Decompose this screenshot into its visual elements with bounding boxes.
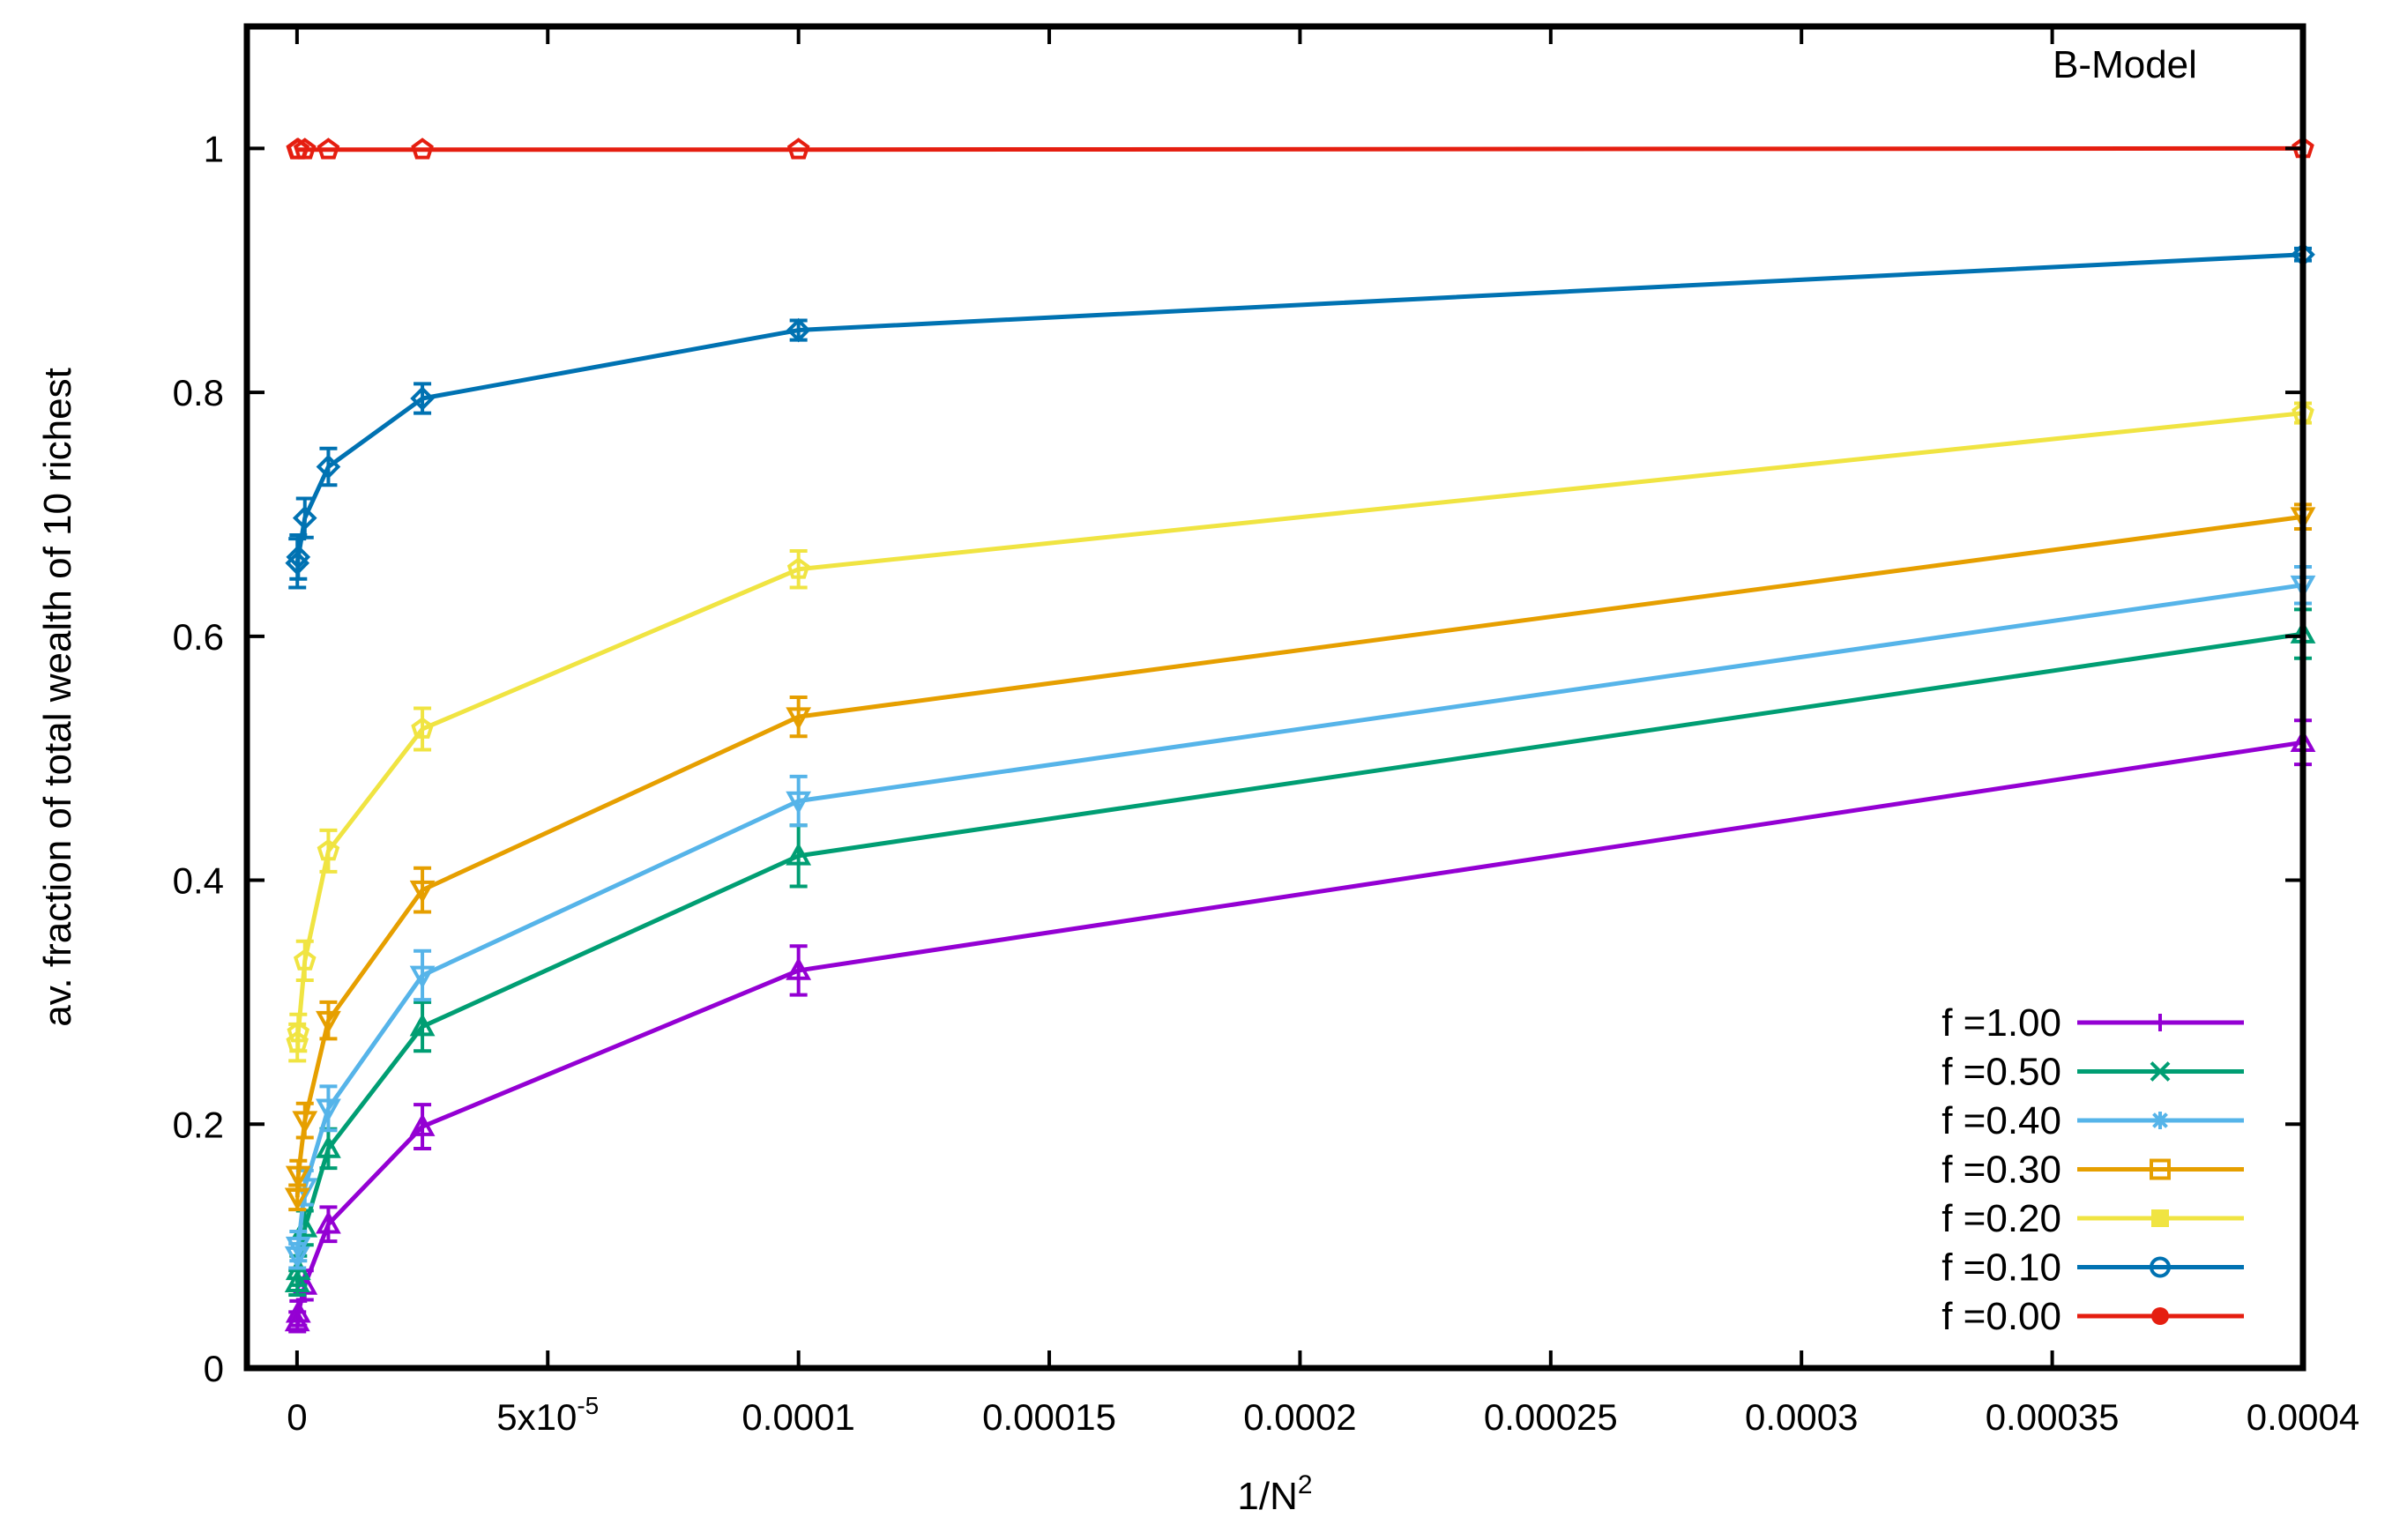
x-tick-label: 0.00025: [1484, 1396, 1618, 1438]
x-tick-label-text: 0.0002: [1243, 1396, 1356, 1438]
data-point: [287, 1021, 310, 1043]
x-axis-label-base: 1/N: [1237, 1475, 1297, 1518]
data-point: [316, 1135, 341, 1158]
x-tick-label: 0.00035: [1986, 1396, 2120, 1438]
chart-title: B-Model: [2053, 43, 2197, 86]
data-point: [786, 956, 812, 980]
x-tick-label-text: 0.0004: [2247, 1396, 2359, 1438]
data-point: [285, 1165, 311, 1189]
x-tick-label-text: 0.00025: [1484, 1396, 1618, 1438]
x-axis-label-sup: 2: [1298, 1470, 1313, 1499]
data-point: [786, 707, 812, 731]
data-point: [317, 838, 340, 861]
series-group: [284, 502, 2316, 1212]
data-point: [786, 791, 812, 815]
plot-area: [284, 136, 2316, 1334]
data-point: [292, 505, 317, 531]
y-tick-label: 1: [204, 128, 224, 169]
x-tick-label-sup: -5: [577, 1392, 599, 1419]
y-axis-label: av. fraction of total wealth of 10 riche…: [36, 368, 79, 1027]
legend-marker: [2151, 1307, 2169, 1325]
data-point: [410, 386, 435, 411]
data-point: [284, 1269, 310, 1292]
legend-marker-stroke: [2152, 1112, 2168, 1128]
legend-label: f =0.50: [1941, 1051, 2061, 1094]
x-axis-label: 1/N2: [1237, 1470, 1312, 1518]
x-tick-label-text: 5x10: [496, 1396, 577, 1438]
x-tick-label-text: 0.0001: [741, 1396, 854, 1438]
x-tick-label: 0.0004: [2247, 1396, 2359, 1438]
legend-label: f =0.40: [1941, 1099, 2061, 1142]
data-point: [285, 1299, 311, 1323]
legend-marker: [2150, 1061, 2171, 1082]
data-point: [786, 557, 810, 579]
y-tick-label: 0.2: [173, 1104, 224, 1145]
legend: f =1.00 f =0.50 f =0.40 f =0.30 f =0.20 f =0.…: [1941, 1001, 2244, 1338]
data-point: [411, 717, 434, 739]
series-group: [286, 401, 2314, 1063]
y-tick-label: 0.4: [173, 860, 224, 902]
data-point: [292, 1111, 318, 1135]
legend-label: f =1.00: [1941, 1001, 2061, 1045]
plot-frame: [243, 23, 2306, 1372]
series-group: [284, 607, 2316, 1297]
y-tick-label: 0.8: [173, 372, 224, 413]
data-point: [316, 454, 341, 480]
data-point: [293, 949, 317, 971]
data-point: [409, 1112, 436, 1136]
legend-label: f =0.30: [1941, 1149, 2061, 1192]
data-point: [316, 1098, 341, 1122]
data-point: [786, 842, 812, 866]
data-point: [411, 138, 434, 160]
data-point: [409, 1013, 436, 1037]
legend-marker: [2151, 1112, 2169, 1129]
legend-marker: [2150, 1158, 2171, 1180]
data-point: [293, 138, 317, 160]
data-point: [317, 138, 340, 160]
legend-label: f =0.20: [1941, 1197, 2061, 1240]
legend-marker-stroke: [2150, 1061, 2171, 1082]
legend-marker: [2151, 1209, 2169, 1227]
x-tick-label-text: 0.0003: [1745, 1396, 1858, 1438]
data-point: [285, 1236, 311, 1260]
y-tick-label: 0.6: [173, 616, 224, 658]
axes: 0 5x10-5 0.0001 0.00015 0.0002 0.00025 0.0003 0…: [173, 26, 2359, 1438]
legend-marker: [2150, 1256, 2171, 1278]
data-point: [786, 317, 811, 343]
series-group: [285, 242, 2315, 590]
series-line: [294, 514, 2304, 1198]
x-tick-label: 0.0001: [741, 1396, 854, 1438]
data-point: [286, 545, 311, 569]
x-tick-label: 5x10-5: [496, 1392, 599, 1438]
data-point: [316, 1210, 341, 1234]
x-tick-label-text: 0.00015: [982, 1396, 1116, 1438]
y-tick-label: 0: [204, 1348, 224, 1389]
legend-marker: [2151, 1014, 2169, 1031]
data-point: [409, 880, 436, 904]
x-tick-label: 0: [287, 1396, 307, 1438]
series-group: [286, 136, 2314, 160]
legend-label: f =0.10: [1941, 1246, 2061, 1290]
x-tick-label: 0.0003: [1745, 1396, 1858, 1438]
x-tick-label-text: 0.00035: [1986, 1396, 2120, 1438]
x-tick-label: 0.00015: [982, 1396, 1116, 1438]
x-tick-label: 0.0002: [1243, 1396, 1356, 1438]
series-line: [295, 145, 2304, 153]
data-point: [316, 1010, 341, 1034]
data-point: [786, 138, 810, 160]
x-tick-label-text: 0: [287, 1396, 307, 1438]
legend-label: f =0.00: [1941, 1295, 2061, 1338]
data-point: [409, 965, 436, 989]
